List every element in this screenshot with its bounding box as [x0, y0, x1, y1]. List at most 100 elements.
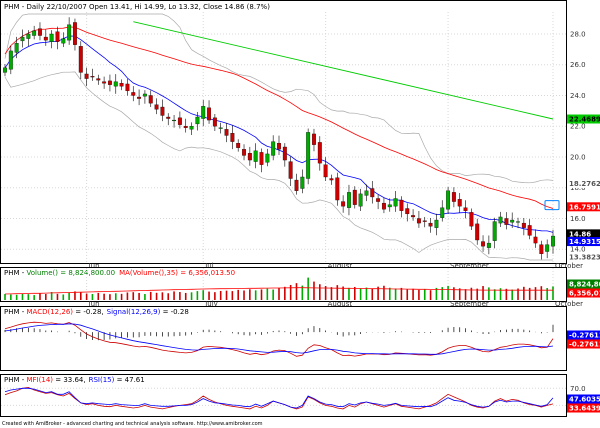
volume-legend: PHM - Volume() = 8,824,800.00 MA(Volume()…: [4, 269, 235, 277]
candle-up: [498, 216, 503, 224]
volume-bar: [214, 292, 216, 300]
volume-bar: [336, 285, 339, 300]
volume-bar: [39, 293, 41, 300]
candle-up: [271, 141, 276, 156]
candle-up: [20, 36, 25, 42]
candle-down: [78, 46, 83, 73]
volume-bar: [319, 284, 321, 300]
candle-down: [376, 198, 381, 202]
candle-down: [288, 161, 293, 179]
candle-down: [323, 164, 328, 178]
candle-up: [265, 153, 270, 163]
candle-down: [207, 107, 211, 121]
volume-bar: [348, 287, 350, 300]
volume-bar: [517, 288, 519, 300]
candle-down: [183, 126, 188, 128]
volume-bar: [225, 290, 228, 300]
candle-down: [84, 73, 89, 79]
candle-up: [14, 43, 19, 53]
volume-tag-ma: 6,356,014: [569, 290, 600, 298]
candle-down: [38, 28, 42, 36]
candle-down: [428, 222, 433, 227]
macd-tag-signal: -0.27611: [569, 341, 600, 349]
oscillator-legend-rsi-label: RSI(15): [89, 376, 115, 384]
candle-down: [73, 22, 77, 45]
volume-bar: [138, 292, 140, 300]
candle-down: [148, 95, 153, 104]
candle-down: [504, 218, 509, 225]
candle-down: [411, 215, 416, 218]
candle-down: [131, 92, 136, 96]
volume-bar: [342, 286, 344, 300]
volume-panel-frame: [0, 267, 567, 302]
candle-down: [107, 80, 112, 85]
candle-down: [166, 116, 171, 119]
price-series: [4, 13, 554, 261]
volume-bar: [260, 289, 263, 300]
macd-signal-line: [4, 323, 554, 355]
volume-bar: [365, 287, 368, 300]
price-y-axis: 28.0 26.0 24.0 22.0 20.0 18.0 16.0 14.0: [570, 30, 586, 253]
price-tag-band-lower: 13.3823: [569, 253, 600, 261]
candle-down: [119, 83, 124, 87]
candle-up: [26, 33, 31, 39]
candle-down: [422, 220, 427, 222]
candle-down: [527, 225, 532, 236]
volume-bar: [149, 291, 152, 300]
volume-bar: [295, 283, 298, 300]
candle-up: [49, 33, 54, 42]
volume-bar: [301, 285, 304, 300]
volume-bar: [126, 292, 129, 300]
price-highlight-box: [544, 200, 560, 211]
candle-down: [277, 142, 281, 150]
oscillator-legend: PHM - MFI(14) = 33.64, RSI(15) = 47.61: [4, 376, 145, 384]
volume-bar: [132, 292, 135, 300]
macd-panel: PHM - MACD(12,26) = -0.28, Signal(12,26,9…: [0, 306, 600, 371]
candle-down: [399, 199, 404, 211]
volume-bar: [45, 294, 47, 300]
volume-bar: [371, 288, 374, 300]
volume-panel: PHM - Volume() = 8,824,800.00 MA(Volume()…: [0, 267, 600, 308]
volume-legend-prefix: PHM -: [4, 269, 27, 277]
oscillator-panel: PHM - MFI(14) = 33.64, RSI(15) = 47.61 70…: [0, 374, 600, 417]
oscillator-tag-rsi-bg: [567, 394, 600, 404]
candle-down: [539, 244, 544, 255]
volume-bar: [249, 289, 251, 300]
volume-bar: [359, 288, 362, 300]
volume-bar: [523, 286, 525, 300]
volume-bar: [441, 287, 444, 300]
chart-title: PHM - Daily 22/10/2007 Open 13.41, Hi 14…: [4, 3, 270, 11]
candle-up: [300, 176, 305, 189]
volume-bar: [202, 290, 205, 300]
candle-down: [312, 133, 316, 145]
candle-up: [113, 81, 118, 87]
price-tag-ma-long-bg: [567, 202, 600, 212]
price-x-tick: October: [555, 262, 583, 270]
oscillator-legend-rsi-value: = 47.61: [114, 376, 144, 384]
volume-bar: [435, 287, 438, 300]
candle-down: [521, 222, 526, 228]
volume-bar: [470, 287, 473, 300]
candle-down: [533, 236, 538, 244]
volume-bar: [464, 289, 467, 300]
volume-tags: 8,824,8006,356,014: [567, 279, 600, 298]
volume-bar: [219, 290, 222, 300]
oscillator-tags: 47.6035133.64393: [567, 394, 600, 413]
volume-bar: [488, 287, 490, 300]
volume-legend-ma: MA(Volume(),35) = 6,356,013.50: [119, 269, 235, 277]
oscillator-panel-frame: [0, 374, 567, 417]
candle-down: [381, 202, 386, 210]
volume-tag-volume-bg: [567, 279, 600, 289]
volume-bar: [114, 293, 117, 300]
volume-bar: [91, 294, 94, 300]
price-x-tick: September: [450, 262, 489, 270]
volume-bar: [10, 294, 12, 300]
volume-bar: [313, 281, 315, 300]
price-x-axis: Jun Jul August September October: [88, 262, 584, 270]
volume-bar: [56, 293, 59, 300]
volume-bar: [418, 289, 420, 300]
volume-bar: [383, 285, 385, 300]
volume-bar: [505, 288, 508, 300]
oscillator-tag-mfi-bg: [567, 403, 600, 413]
